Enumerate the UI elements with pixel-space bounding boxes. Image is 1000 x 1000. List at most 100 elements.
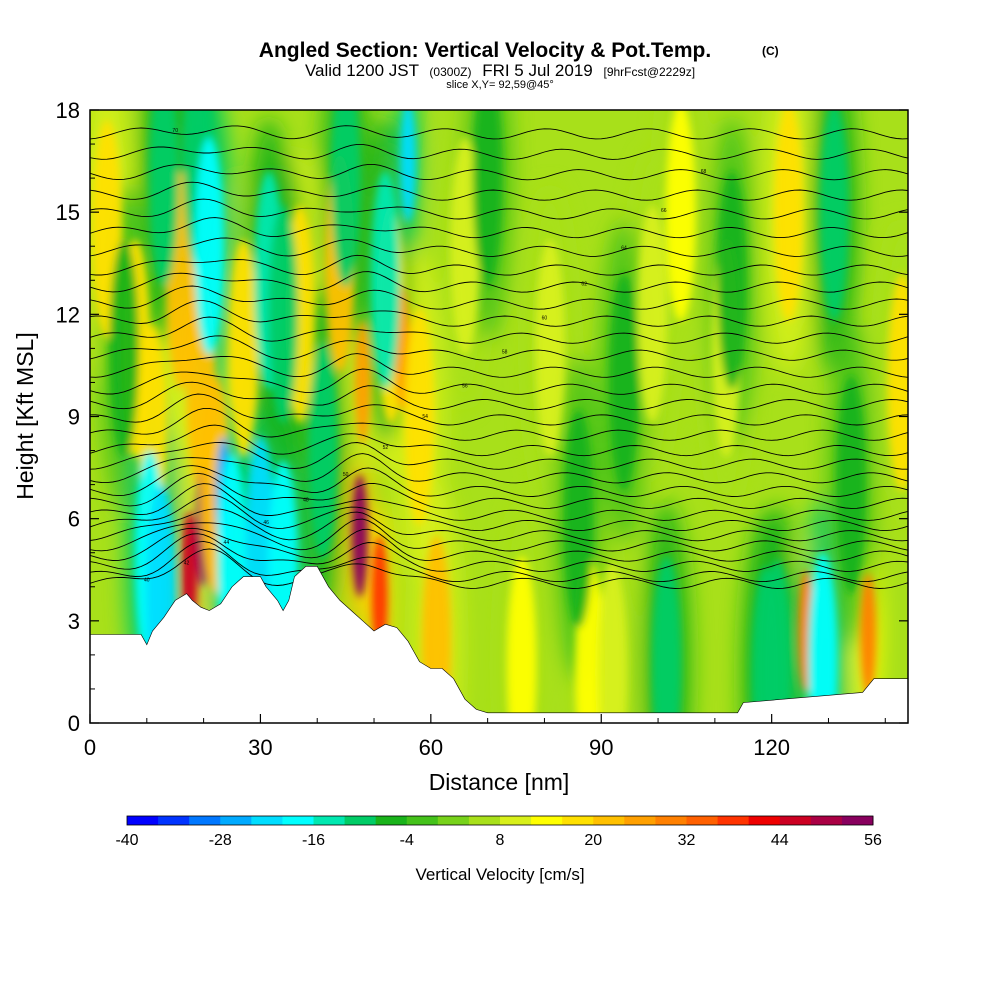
chart-title-mark: (C): [762, 44, 779, 58]
colorbar-segment-20: [748, 816, 781, 825]
isentrope-8: [90, 472, 908, 509]
colorbar-frame: [126, 815, 874, 826]
downdraft-core-53: [808, 552, 838, 723]
isentrope-2: [90, 533, 908, 572]
subtitle-valid: Valid 1200 JST: [305, 61, 419, 80]
y-axis-label: Height [Kft MSL]: [12, 332, 38, 499]
terrain-mask: [90, 566, 908, 723]
slice-info: slice X,Y= 92,59@45°: [446, 79, 554, 91]
colorbar-title: Vertical Velocity [cm/s]: [415, 865, 584, 884]
downdraft-core-54: [819, 110, 849, 322]
isentrope-28: [90, 163, 908, 181]
x-axis: 0 30 60 90 120: [84, 714, 886, 760]
colorbar-segment-11: [468, 816, 501, 825]
colorbar-tick-label-7: 44: [771, 832, 789, 849]
isentrope-22: [90, 271, 908, 293]
colorbar-segment-14: [562, 816, 594, 825]
isentrope-17: [90, 353, 908, 378]
downdraft-core-46: [472, 110, 503, 288]
isentrope-25: [90, 217, 908, 239]
updraft-core-29: [887, 273, 908, 492]
updraft-core-27: [773, 110, 804, 322]
updraft-core-8: [228, 239, 259, 458]
colorbar-segment-3: [220, 816, 252, 825]
downdraft-core-50: [717, 171, 747, 390]
colorbar-tick-label-1: -28: [209, 832, 232, 849]
colorbar-segment-0: [127, 816, 159, 825]
y-tick-label-3: 9: [68, 405, 80, 430]
isentrope-label-15: 70: [172, 128, 178, 134]
isentrope-19: [90, 316, 908, 344]
isentrope-12: [90, 424, 908, 457]
isentrope-label-0: 40: [144, 578, 150, 584]
x-axis-label: Distance [nm]: [429, 769, 570, 795]
isentrope-21: [90, 285, 908, 310]
y-axis: 0 3 6 9 12 15 18: [56, 98, 908, 736]
colorbar-segment-9: [406, 816, 439, 825]
isentrope-30: [90, 125, 908, 140]
isentrope-0: [90, 548, 908, 589]
isentrope-23: [90, 254, 908, 276]
y-tick-label-4: 12: [56, 302, 80, 327]
colorbar-segment-21: [779, 816, 812, 825]
downdraft-core-43: [330, 110, 361, 288]
colorbar-segment-13: [531, 816, 563, 825]
colorbar-segment-18: [686, 816, 719, 825]
updraft-core-28: [860, 573, 877, 696]
subtitle-date: FRI 5 Jul 2019: [482, 61, 593, 80]
isentrope-20: [90, 300, 908, 327]
x-tick-label-0: 0: [84, 735, 96, 760]
isentrope-label-7: 54: [422, 414, 428, 420]
isentrope-label-5: 50: [343, 472, 349, 478]
colorbar-segment-8: [375, 816, 408, 825]
isentrope-24: [90, 237, 908, 257]
colorbar-segment-1: [158, 816, 190, 825]
colorbar-segment-17: [655, 816, 687, 825]
isentrope-label-14: 68: [701, 169, 707, 175]
downdraft-core-48: [609, 273, 639, 492]
isentrope-15: [90, 381, 908, 411]
updraft-core-11: [351, 474, 368, 597]
isentrope-label-1: 42: [184, 561, 190, 567]
isentrope-label-11: 62: [581, 281, 587, 287]
updraft-core-18: [450, 137, 480, 356]
isentrope-27: [90, 181, 908, 201]
y-tick-label-6: 18: [56, 98, 80, 123]
downdraft-core-35: [194, 137, 225, 356]
colorbar-segment-10: [437, 816, 470, 825]
updraft-core-12: [354, 321, 371, 444]
isentrope-7: [90, 483, 908, 521]
isentrope-label-8: 56: [462, 384, 468, 390]
isentrope-label-6: 52: [383, 445, 389, 451]
plot-area: 40 42 44 46 48 50 52 54 56 58 60 62 64 66 68 70: [90, 110, 908, 723]
isentrope-9: [90, 465, 908, 497]
colorbar-tick-label-3: -4: [400, 832, 414, 849]
colorbar-tick-label-0: -40: [115, 832, 138, 849]
isentrope-contours: 40 42 44 46 48 50 52 54 56 58 60 62 64 66 68 70: [90, 125, 908, 589]
colorbar-segment-5: [282, 816, 314, 825]
isentrope-3: [90, 527, 908, 562]
downdraft-core-42: [308, 341, 338, 560]
x-tick-label-4: 120: [753, 735, 790, 760]
colorbar: -40 -28 -16 -4 8 20 32 44 56: [115, 815, 882, 849]
downdraft-core-49: [651, 556, 682, 723]
chart-subtitle: Valid 1200 JST (0300Z) FRI 5 Jul 2019 [9…: [305, 61, 695, 80]
x-tick-label-1: 30: [248, 735, 272, 760]
x-tick-label-3: 90: [589, 735, 613, 760]
isentrope-10: [90, 453, 908, 484]
isentrope-11: [90, 442, 908, 470]
updraft-core-19: [506, 556, 537, 723]
updraft-core-16: [404, 307, 435, 526]
isentrope-26: [90, 198, 908, 220]
isentrope-label-12: 64: [621, 246, 627, 252]
isentrope-label-10: 60: [542, 315, 548, 321]
y-tick-label-0: 0: [68, 711, 80, 736]
updraft-core-20: [535, 239, 565, 458]
isentrope-29: [90, 143, 908, 160]
colorbar-segment-2: [189, 816, 221, 825]
isentrope-16: [90, 368, 908, 395]
downdraft-core-41: [268, 205, 298, 424]
colorbar-segment-22: [810, 816, 843, 825]
isentrope-label-13: 66: [661, 208, 667, 214]
